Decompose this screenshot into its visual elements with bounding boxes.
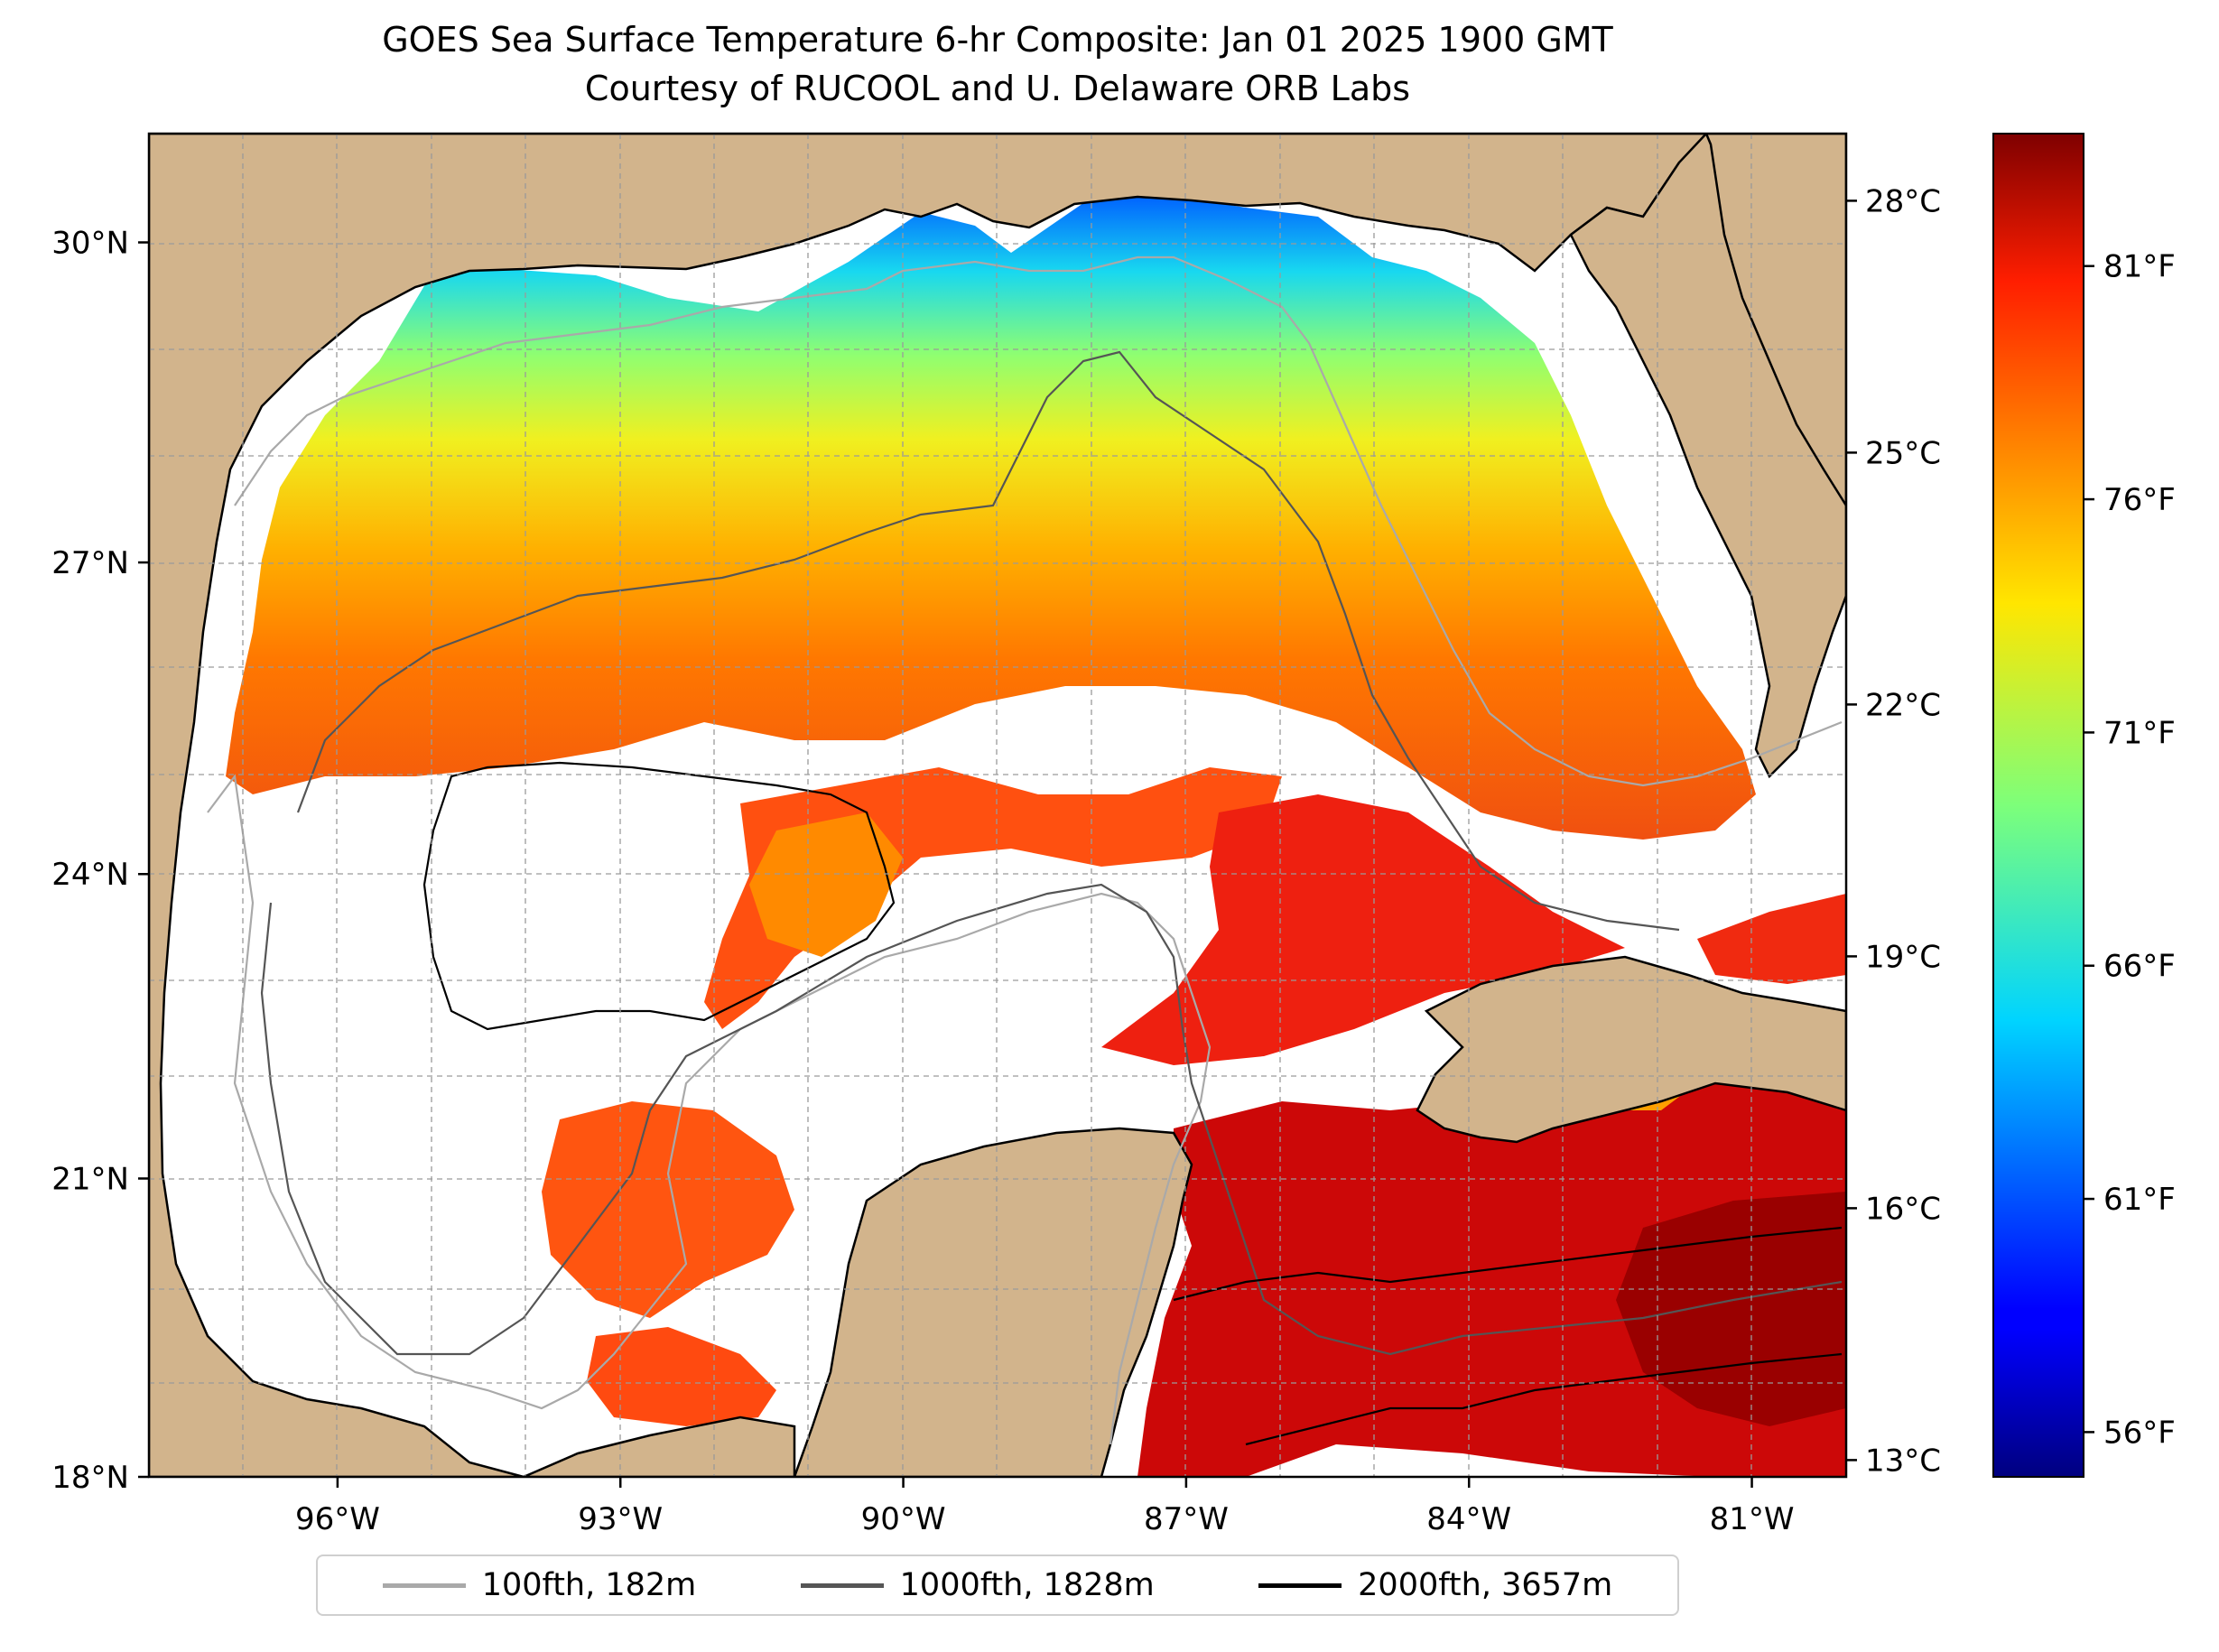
land-florida-peninsula xyxy=(1569,134,1846,779)
land-cuba xyxy=(1416,955,1846,1144)
celsius-tick-label: 25°C xyxy=(1865,435,1941,471)
land-layer xyxy=(149,134,1846,1477)
legend-label-1000fth: 1000fth, 1828m xyxy=(899,1567,1155,1603)
legend-swatch-100fth xyxy=(382,1582,466,1588)
land-mexico-southeast xyxy=(523,1415,796,1477)
lon-tick-label: 90°W xyxy=(861,1501,946,1537)
fahrenheit-tick-label: 81°F xyxy=(2103,249,2176,285)
lon-tick-label: 93°W xyxy=(578,1501,663,1537)
colorbar: 13°C 16°C 19°C 22°C 25°C 28°C 56°F 61°F 66°F 71°… xyxy=(1846,133,2176,1479)
fahrenheit-tick-label: 71°F xyxy=(2103,715,2176,751)
sst-caribbean-hottest xyxy=(1616,1192,1846,1426)
legend-label-100fth: 100fth, 182m xyxy=(481,1567,697,1603)
map-title: GOES Sea Surface Temperature 6-hr Compos… xyxy=(382,20,1613,60)
contour-2000fth xyxy=(422,761,1843,1446)
contour-1000fth xyxy=(260,350,1843,1356)
legend-swatch-2000fth xyxy=(1258,1582,1342,1588)
celsius-tick-label: 28°C xyxy=(1865,183,1941,219)
lat-tick-label: 18°N xyxy=(51,1460,129,1496)
bathymetry-legend: 100fth, 182m 1000fth, 1828m 2000fth, 365… xyxy=(316,1555,1679,1616)
land-yucatan-mexico xyxy=(793,1127,1193,1477)
fahrenheit-tick-label: 56°F xyxy=(2103,1415,2176,1451)
bathymetry-contours xyxy=(207,255,1843,1446)
fahrenheit-tick-label: 66°F xyxy=(2103,949,2176,985)
legend-swatch-1000fth xyxy=(800,1582,884,1588)
land-us-gulf-coast xyxy=(149,134,1708,1477)
celsius-tick-label: 19°C xyxy=(1865,939,1941,975)
lat-tick-label: 30°N xyxy=(51,226,129,262)
lon-tick-label: 96°W xyxy=(295,1501,380,1537)
celsius-tick-label: 22°C xyxy=(1865,687,1941,723)
contour-100fth xyxy=(207,255,1843,1445)
legend-item-100fth: 100fth, 182m xyxy=(382,1567,697,1603)
colorbar-gradient xyxy=(1992,133,2084,1478)
lat-tick-label: 21°N xyxy=(51,1161,129,1197)
colorbar-fahrenheit-axis: 56°F 61°F 66°F 71°F 76°F 81°F xyxy=(2084,249,2176,1451)
map-frame xyxy=(147,132,1848,1479)
lat-tick-label: 24°N xyxy=(51,857,129,893)
lon-tick-label: 81°W xyxy=(1710,1501,1795,1537)
latitude-axis: 18°N 21°N 24°N 27°N 30°N xyxy=(51,226,149,1496)
legend-item-1000fth: 1000fth, 1828m xyxy=(800,1567,1155,1603)
colorbar-celsius-axis: 13°C 16°C 19°C 22°C 25°C 28°C xyxy=(1846,183,1941,1479)
graticule-gridlines xyxy=(149,134,1846,1477)
map-subtitle: Courtesy of RUCOOL and U. Delaware ORB L… xyxy=(584,69,1411,108)
sst-west-patches xyxy=(542,1101,794,1318)
sst-straits-red xyxy=(1697,894,1846,984)
sst-northern-gulf xyxy=(226,194,1756,840)
sst-mid-gulf-orange xyxy=(749,812,903,957)
fahrenheit-tick-label: 76°F xyxy=(2103,482,2176,518)
fahrenheit-tick-label: 61°F xyxy=(2103,1182,2176,1218)
lon-tick-label: 87°W xyxy=(1144,1501,1229,1537)
legend-item-2000fth: 2000fth, 3657m xyxy=(1258,1567,1612,1603)
map-plot-area xyxy=(149,134,1846,1477)
sst-east-central xyxy=(1101,794,1625,1065)
lon-tick-label: 84°W xyxy=(1426,1501,1511,1537)
longitude-axis: 96°W 93°W 90°W 87°W 84°W 81°W xyxy=(295,1477,1795,1537)
celsius-tick-label: 16°C xyxy=(1865,1191,1941,1227)
lat-tick-label: 27°N xyxy=(51,545,129,581)
sst-bay-campeche xyxy=(587,1327,776,1426)
legend-label-2000fth: 2000fth, 3657m xyxy=(1358,1567,1613,1603)
celsius-tick-label: 13°C xyxy=(1865,1443,1941,1479)
